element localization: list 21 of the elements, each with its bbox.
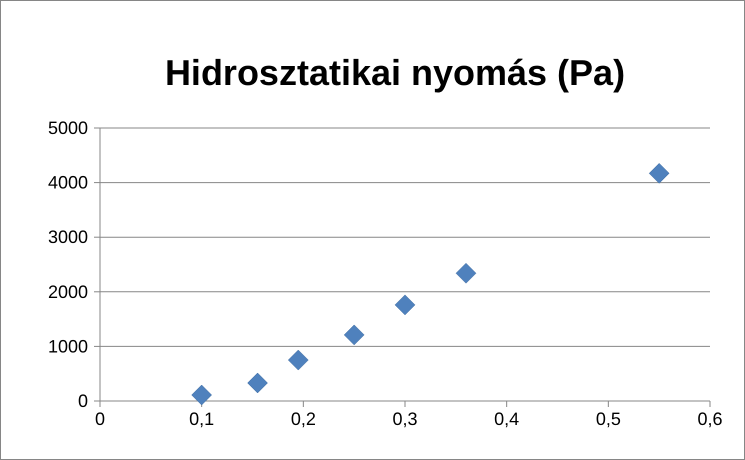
x-tick-label: 0,5 [596,409,621,429]
y-tick-label: 0 [78,391,88,411]
x-tick-label: 0,1 [189,409,214,429]
point [456,262,476,284]
x-tick-label: 0,2 [290,409,316,429]
x-tick-label: 0 [94,409,106,429]
y-tick-label: 4000 [48,172,88,193]
x-tick-label: 0,6 [697,409,723,429]
y-tick-label: 5000 [48,118,88,138]
point [247,372,268,394]
x-tick-label: 0,4 [494,409,520,429]
point [394,294,416,316]
point [648,163,670,184]
y-tick-label: 1000 [48,336,88,356]
y-tick-label: 2000 [48,282,88,302]
chart-title: Hidrosztatikai nyomás (Pa) [164,52,626,93]
point [191,384,212,406]
x-tick-label: 0,3 [392,409,418,429]
point [288,350,308,370]
point [344,324,364,346]
y-tick-label: 3000 [48,227,88,248]
